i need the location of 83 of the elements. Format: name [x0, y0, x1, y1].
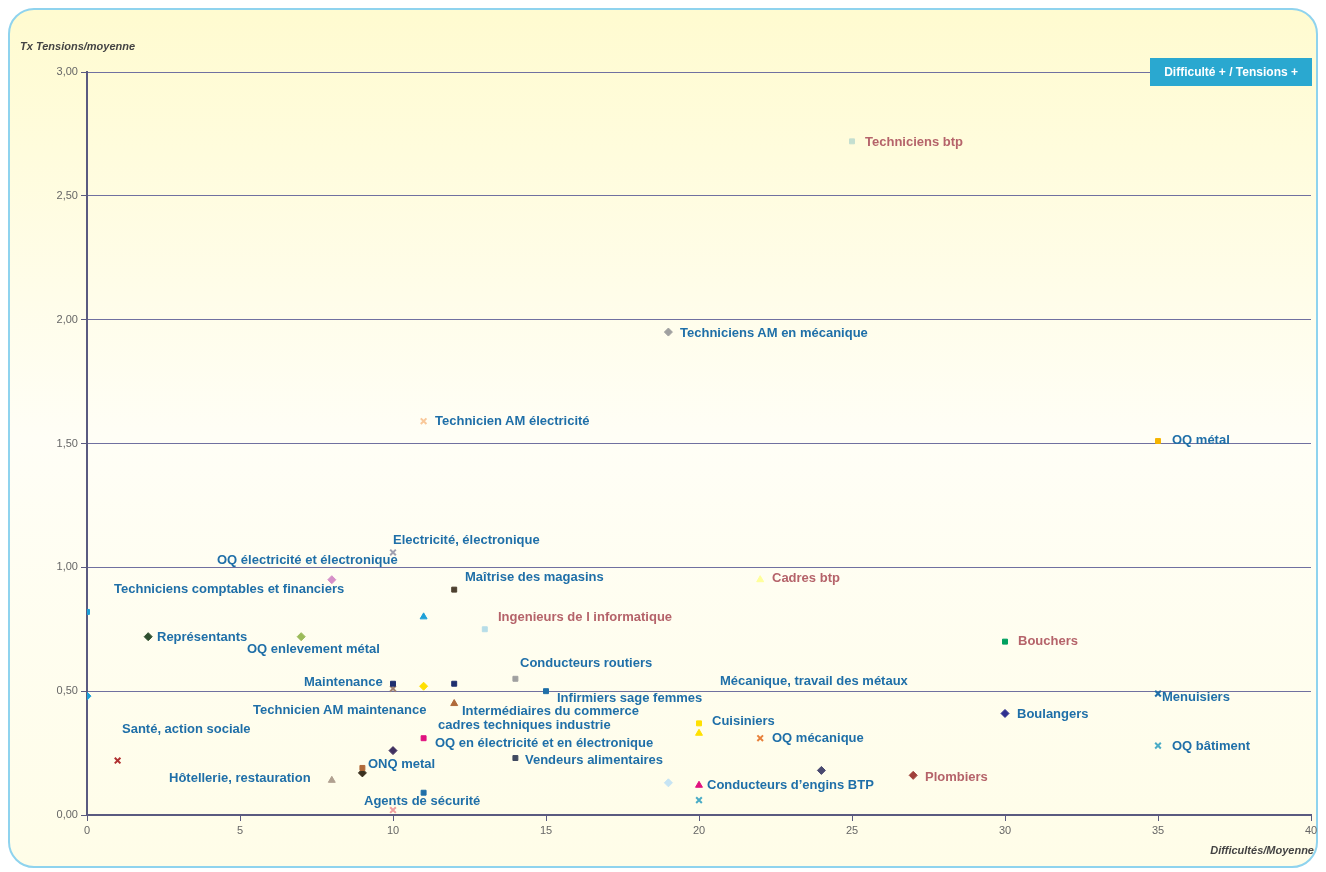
point: [695, 780, 703, 788]
annotation: Techniciens comptables et financiers: [114, 581, 345, 597]
point: [663, 327, 673, 337]
annotation: Mécanique, travail des métaux: [720, 673, 908, 689]
annotation: Santé, action sociale: [122, 721, 251, 737]
point: [481, 626, 488, 633]
point: [1155, 438, 1161, 444]
annotation: Techniciens btp: [865, 134, 963, 150]
point: [420, 735, 427, 742]
y-tick-label: 0,50: [56, 684, 78, 697]
annotation: ONQ metal: [368, 756, 436, 772]
x-tick-label: 35: [1151, 823, 1165, 836]
annotation: OQ bâtiment: [1172, 738, 1251, 754]
x-tick-label: 5: [236, 823, 244, 836]
annotation: OQ en électricité et en électronique: [435, 735, 654, 751]
point: [512, 675, 519, 682]
point: [451, 680, 458, 687]
annotation: OQ enlevement métal: [247, 641, 380, 657]
point: [450, 699, 459, 707]
point: [419, 612, 428, 620]
x-tick-label: 10: [386, 823, 400, 836]
y-tick-label: 3,00: [56, 65, 78, 78]
y-tick-label: 0,00: [56, 808, 78, 821]
annotation: Conducteurs d’engins BTP: [707, 777, 874, 793]
point: [695, 728, 703, 736]
point: [419, 681, 429, 691]
y-tick-label: 2,50: [56, 188, 78, 201]
annotation: Technicien AM maintenance: [253, 702, 427, 718]
point: [451, 586, 458, 593]
point: [663, 778, 673, 788]
annotation: Infirmiers sage femmes: [557, 690, 703, 706]
annotation: cadres techniques industrie: [438, 717, 611, 733]
point: [1154, 689, 1162, 698]
y-tick-label: 1,00: [56, 560, 78, 573]
point: [327, 575, 337, 585]
y-axis-title: Tx Tensions/moyenne: [20, 40, 136, 52]
annotation: Technicien AM électricité: [435, 413, 590, 429]
annotation: Plombiers: [925, 769, 988, 785]
annotation: Conducteurs routiers: [520, 655, 653, 671]
point: [327, 775, 336, 783]
point: [1154, 741, 1162, 750]
annotation: Vendeurs alimentaires: [525, 752, 664, 768]
annotation: Cuisiniers: [712, 713, 775, 729]
x-tick-label: 25: [845, 823, 859, 836]
x-tick-label: 0: [83, 823, 91, 836]
annotation: Menuisiers: [1162, 689, 1230, 705]
annotation: Cadres btp: [772, 570, 840, 586]
point: [849, 138, 855, 145]
point: [359, 764, 366, 771]
point: [1000, 708, 1010, 718]
point: [420, 789, 427, 796]
point: [543, 688, 549, 695]
annotation: Electricité, électronique: [393, 532, 540, 548]
annotation: Agents de sécurité: [364, 793, 481, 809]
y-tick-label: 2,00: [56, 312, 78, 325]
point: [756, 575, 765, 583]
annotation: OQ électricité et électronique: [217, 552, 398, 568]
point: [388, 746, 398, 756]
point: [696, 720, 702, 727]
annotation: Difficulté + / Tensions +: [1150, 58, 1312, 86]
point: [512, 755, 519, 762]
x-axis-title: Difficultés/Moyenne: [1210, 844, 1314, 856]
point: [419, 417, 428, 426]
annotation: Ingenieurs de l informatique: [498, 609, 673, 625]
y-tick-label: 1,50: [56, 436, 78, 449]
annotation: Hôtellerie, restauration: [169, 770, 311, 786]
point: [113, 756, 122, 765]
x-tick-label: 30: [998, 823, 1012, 836]
annotation: Maintenance: [304, 674, 383, 690]
annotation: Bouchers: [1018, 633, 1078, 649]
annotation: Représentants: [157, 629, 248, 644]
annotation: OQ mécanique: [772, 730, 864, 746]
point: [143, 632, 153, 642]
point: [908, 770, 918, 780]
point: [816, 765, 826, 775]
point: [1002, 638, 1008, 645]
point: [296, 632, 306, 642]
annotation: Boulangers: [1017, 706, 1089, 722]
x-tick-label: 20: [692, 823, 706, 836]
x-tick-label: 15: [539, 823, 553, 836]
point: [390, 680, 396, 687]
annotation: Techniciens AM en mécanique: [680, 325, 868, 341]
annotation: Maîtrise des magasins: [465, 569, 604, 585]
